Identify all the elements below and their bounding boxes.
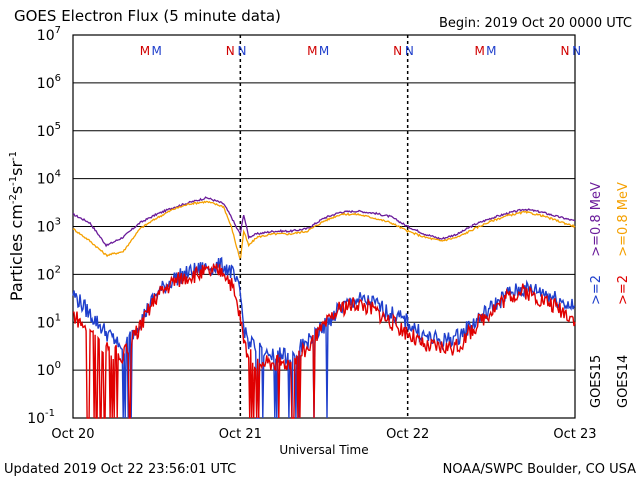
y-tick-label: 100 [37,360,61,379]
legend-ge2-goes14: >=2 [616,275,631,305]
mn-marker: M [474,44,484,58]
grid-lines [73,35,575,418]
y-axis-label: Particles cm-2s-1sr-1 [7,151,26,301]
y-tick-labels: 10-1 100 101 102 103 104 105 106 107 [27,25,61,427]
x-tick-label: Oct 23 [553,427,596,442]
mn-marker: M [319,44,329,58]
x-axis-label: Universal Time [279,443,368,457]
mn-marker: M [140,44,150,58]
legend-goes15: GOES15 [589,355,604,408]
y-label-exp2: -1 [8,176,19,186]
legend-goes14: GOES14 [616,355,631,408]
y-tick-label: 10-1 [27,408,55,427]
chart-title: GOES Electron Flux (5 minute data) [14,7,281,25]
legend-ge08-goes15: >=0.8 MeV [589,182,604,257]
legend-ge2-goes15: >=2 [589,275,604,305]
mn-marker: M [307,44,317,58]
y-label-sr: sr [7,161,26,176]
x-tick-label: Oct 20 [51,427,94,442]
x-tick-label: Oct 22 [386,427,429,442]
mn-marker: N [560,44,569,58]
y-tick-label: 103 [37,217,61,236]
y-label-exp3: -1 [8,151,19,161]
series-line [72,196,576,248]
x-tick-label: Oct 21 [219,427,262,442]
y-label-base: Particles cm [7,204,26,301]
y-tick-label: 106 [37,73,61,92]
legend-energy-goes14: >=2 >=0.8 MeV [616,182,631,305]
x-tick-labels: Oct 20 Oct 21 Oct 22 Oct 23 [51,427,596,442]
y-tick-label: 102 [37,264,61,283]
legend-ge08-goes14: >=0.8 MeV [616,182,631,257]
legend-energy-goes15: >=2 >=0.8 MeV [589,182,604,305]
series-line [72,262,576,419]
mn-marker: M [151,44,161,58]
mn-marker: N [572,44,581,58]
y-tick-label: 101 [37,312,61,331]
y-label-exp1: -2 [8,194,19,204]
mn-marker: M [486,44,496,58]
mn-marker: N [226,44,235,58]
mn-marker: N [405,44,414,58]
begin-label: Begin: 2019 Oct 20 0000 UTC [439,16,632,31]
y-tick-label: 105 [37,121,61,140]
y-label-s: s [7,186,26,194]
mn-marker: N [238,44,247,58]
credit-label: NOAA/SWPC Boulder, CO USA [443,462,636,477]
series-lines [72,196,576,419]
series-line [72,200,576,260]
updated-timestamp: Updated 2019 Oct 22 23:56:01 UTC [4,462,236,477]
y-tick-label: 107 [37,25,61,44]
mn-marker: N [393,44,402,58]
y-tick-label: 104 [37,169,61,188]
